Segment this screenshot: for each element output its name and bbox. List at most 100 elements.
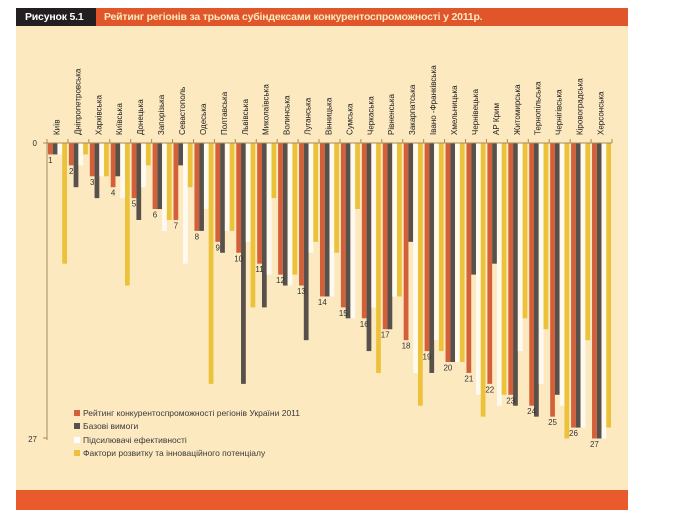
data-label: 9	[216, 243, 221, 252]
category-label: Одеська	[199, 103, 208, 135]
bar-efficiency	[224, 143, 230, 231]
bar-efficiency	[183, 143, 188, 264]
category-label: Херсонська	[596, 91, 605, 135]
bar-basic	[596, 143, 602, 439]
bar-efficiency	[287, 143, 293, 286]
data-label: 26	[569, 429, 578, 438]
bar-innovation	[334, 143, 340, 253]
bar-rating	[550, 143, 555, 417]
data-label: 4	[111, 189, 116, 198]
bar-rating	[68, 143, 74, 166]
bar-rating	[89, 143, 95, 177]
figure-title: Рейтинг регіонів за трьома субіндексами …	[96, 8, 628, 26]
bar-efficiency	[57, 143, 63, 155]
category-label: Миколаївська	[262, 84, 271, 135]
bar-rating	[466, 143, 472, 373]
bar-innovation	[522, 143, 528, 319]
bar-rating	[278, 143, 283, 275]
bar-basic	[429, 143, 435, 373]
bar-rating	[194, 143, 200, 231]
legend-label-basic: Базові вимоги	[83, 421, 139, 432]
bar-efficiency	[538, 143, 544, 384]
bar-basic	[345, 143, 351, 319]
bar-rating	[361, 143, 367, 319]
bar-efficiency	[99, 143, 105, 177]
bar-basic	[366, 143, 372, 352]
bar-basic	[513, 143, 518, 406]
data-label: 3	[90, 178, 95, 187]
bar-rating	[131, 143, 137, 199]
legend-label-efficiency: Підсилювачі ефективності	[83, 434, 187, 445]
bar-rating	[173, 143, 179, 220]
bar-rating	[236, 143, 242, 253]
bar-basic	[73, 143, 79, 188]
category-label: Закарпатська	[408, 84, 417, 135]
bar-efficiency	[203, 143, 209, 210]
bar-innovation	[459, 143, 465, 363]
bar-innovation	[438, 143, 444, 352]
category-label: Волинська	[283, 95, 292, 135]
data-label: 23	[506, 396, 515, 405]
category-label: Київ	[52, 119, 61, 135]
data-label: 16	[360, 320, 369, 329]
data-label: 17	[381, 331, 390, 340]
bar-innovation	[104, 143, 109, 177]
bar-basic	[136, 143, 142, 220]
bar-innovation	[250, 143, 256, 308]
data-label: 11	[255, 265, 264, 274]
bar-efficiency	[308, 143, 314, 253]
category-label: Севастополь	[178, 87, 187, 135]
bar-efficiency	[434, 143, 439, 341]
bar-basic	[324, 143, 330, 297]
bar-basic	[492, 143, 497, 264]
bar-efficiency	[120, 143, 125, 199]
category-label: Львівська	[241, 99, 250, 135]
bar-rating	[215, 143, 221, 242]
data-label: 19	[423, 353, 432, 362]
bar-rating	[340, 143, 346, 308]
category-label: Чернігівська	[555, 89, 564, 135]
category-label: АР Крим	[492, 103, 501, 135]
bar-basic	[408, 143, 414, 242]
data-label: 25	[548, 418, 557, 427]
data-label: 10	[234, 254, 243, 263]
legend-swatch-efficiency	[74, 436, 80, 443]
legend-label-innovation: Фактори розвитку та інноваційного потенц…	[83, 448, 266, 459]
bar-basic	[178, 143, 184, 166]
bar-basic	[534, 143, 539, 417]
bar-rating	[47, 143, 53, 155]
data-label: 5	[132, 200, 137, 209]
legend-swatch-rating	[74, 409, 80, 416]
bar-efficiency	[245, 143, 251, 242]
legend-swatch-innovation	[74, 450, 80, 457]
bar-efficiency	[455, 143, 460, 363]
bar-innovation	[124, 143, 130, 286]
category-label: Хмельницька	[450, 85, 459, 135]
bar-innovation	[208, 143, 214, 384]
bar-innovation	[585, 143, 591, 341]
bar-rating	[424, 143, 430, 352]
bar-rating	[382, 143, 388, 330]
bar-efficiency	[559, 143, 565, 406]
bar-innovation	[417, 143, 423, 406]
bar-efficiency	[78, 143, 84, 166]
bar-basic	[303, 143, 309, 341]
figure-label: Рисунок 5.1	[16, 8, 96, 26]
category-label: Вінницька	[324, 97, 333, 135]
bar-rating	[571, 143, 576, 428]
data-label: 18	[402, 342, 411, 351]
bar-innovation	[313, 143, 319, 242]
bar-rating	[257, 143, 262, 264]
data-label: 12	[276, 276, 285, 285]
bar-innovation	[229, 143, 235, 231]
data-label: 6	[153, 211, 158, 220]
bar-basic	[220, 143, 225, 253]
bar-efficiency	[350, 143, 356, 319]
bar-innovation	[501, 143, 507, 395]
category-label: Полтавська	[220, 91, 229, 135]
category-label: Донецька	[136, 99, 145, 135]
legend-label-rating: Рейтинг конкурентоспроможності регіонів …	[83, 407, 300, 418]
bar-efficiency	[141, 143, 146, 188]
category-label: Рівненська	[387, 94, 396, 135]
legend-swatch-basic	[74, 423, 80, 430]
